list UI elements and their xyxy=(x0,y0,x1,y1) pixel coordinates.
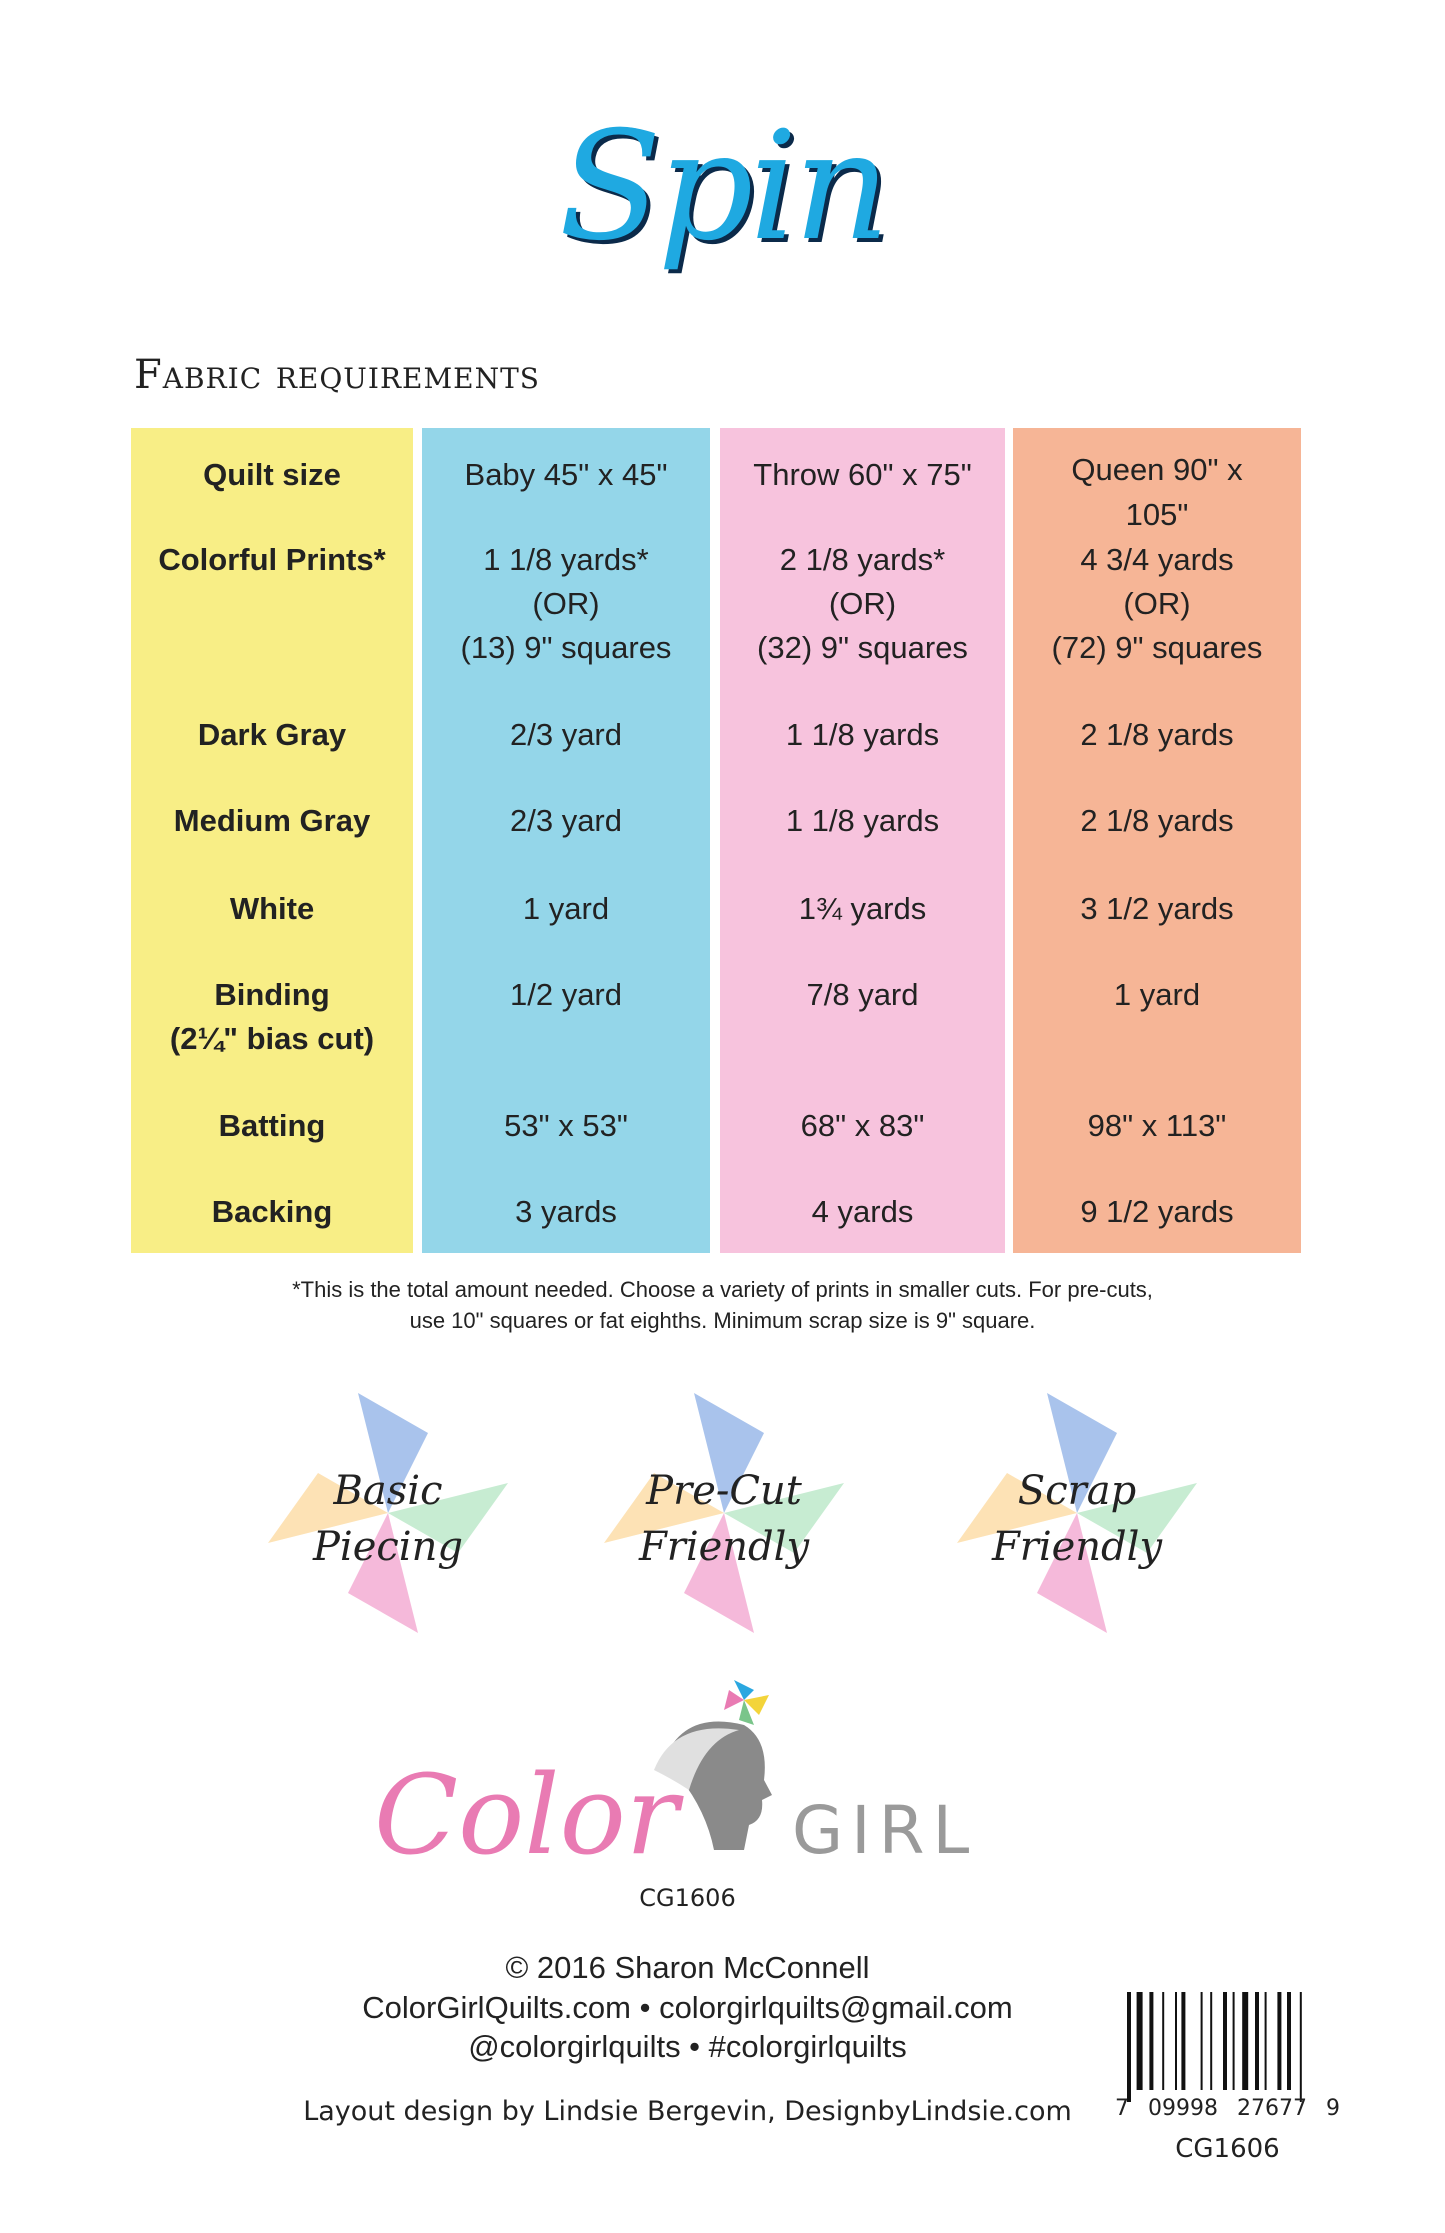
pinwheel-icon xyxy=(957,1393,1197,1633)
badge-basic-piecing: Basic Piecing xyxy=(268,1393,508,1633)
label-backing: Backing xyxy=(211,1194,333,1229)
website-email: ColorGirlQuilts.com • colorgirlquilts@gm… xyxy=(362,1990,1013,2025)
cell: 3 yards xyxy=(515,1194,617,1229)
badge-text: Pre-Cut xyxy=(646,1468,802,1514)
label-batting: Batting xyxy=(218,1108,326,1143)
badge-text: Friendly xyxy=(991,1524,1163,1570)
pinwheel-icon xyxy=(604,1393,844,1633)
cell: (32) 9" squares xyxy=(757,630,968,665)
girl-silhouette-icon xyxy=(654,1680,772,1850)
barcode-bar xyxy=(1232,1992,1235,2090)
cell: 3 1/2 yards xyxy=(1080,891,1234,926)
cell: (OR) xyxy=(828,586,897,621)
cell: Queen 90" x xyxy=(1071,452,1243,487)
barcode-digits: 27677 xyxy=(1237,2096,1307,2121)
barcode-digit: 7 xyxy=(1115,2096,1129,2121)
footnote-line: use 10" squares or fat eighths. Minimum … xyxy=(409,1308,1036,1333)
cell: (72) 9" squares xyxy=(1051,630,1263,665)
badge-text: Scrap xyxy=(1017,1468,1137,1514)
barcode-bar xyxy=(1149,1992,1154,2090)
label-quilt-size: Quilt size xyxy=(203,457,341,492)
cell: Throw 60" x 75" xyxy=(753,457,972,492)
cell: 4 3/4 yards xyxy=(1080,542,1234,577)
barcode-bar xyxy=(1127,1992,1131,2102)
cell: Baby 45" x 45" xyxy=(464,457,668,492)
label-medium-gray: Medium Gray xyxy=(173,803,371,838)
label-dark-gray: Dark Gray xyxy=(197,717,347,752)
cell: (OR) xyxy=(532,586,600,621)
barcode-bar xyxy=(1277,1992,1282,2090)
social-handles: @colorgirlquilts • #colorgirlquilts xyxy=(468,2029,907,2064)
copyright: © 2016 Sharon McConnell xyxy=(505,1950,870,1985)
pattern-title-logo: Spin xyxy=(558,100,890,274)
cell: 2/3 yard xyxy=(509,717,622,752)
cell: 9 1/2 yards xyxy=(1080,1194,1234,1229)
label-binding-note: (2¼" bias cut) xyxy=(169,1021,375,1056)
layout-credit: Layout design by Lindsie Bergevin, Desig… xyxy=(303,2096,1072,2127)
cell: 98" x 113" xyxy=(1087,1108,1227,1143)
badge-text: Piecing xyxy=(313,1524,463,1570)
labels-column: Quilt size Colorful Prints* Dark Gray Me… xyxy=(131,428,413,1253)
barcode-bar xyxy=(1255,1992,1259,2090)
barcode-bar xyxy=(1210,1992,1213,2090)
cell: 2/3 yard xyxy=(509,803,622,838)
throw-column: Throw 60" x 75" 2 1/8 yards* (OR) (32) 9… xyxy=(720,428,1005,1253)
cell: 1 1/8 yards xyxy=(785,717,940,752)
cell: 2 1/8 yards xyxy=(1080,717,1234,752)
cell: 68" x 83" xyxy=(800,1108,925,1143)
pattern-code: CG1606 xyxy=(639,1884,736,1912)
barcode-code: CG1606 xyxy=(1175,2134,1280,2164)
cell: 2 1/8 yards xyxy=(1080,803,1234,838)
cell: 53" x 53" xyxy=(504,1108,628,1143)
barcode-digits: 09998 xyxy=(1148,2096,1218,2121)
barcode-bar xyxy=(1242,1992,1249,2090)
badge-pre-cut-friendly: Pre-Cut Friendly xyxy=(604,1393,844,1633)
cell: 2 1/8 yards* xyxy=(779,542,946,577)
logo-color-text: Color xyxy=(374,1751,679,1879)
barcode-bar xyxy=(1223,1992,1227,2090)
cell: (13) 9" squares xyxy=(460,630,672,665)
label-colorful-prints: Colorful Prints* xyxy=(158,542,386,577)
barcode-bar xyxy=(1200,1992,1203,2090)
cell: 105" xyxy=(1125,497,1189,532)
barcode-bars-icon xyxy=(1127,1992,1302,2102)
label-white: White xyxy=(229,891,315,926)
cell: 1 1/8 yards* xyxy=(483,542,649,577)
barcode-bar xyxy=(1299,1992,1302,2102)
cell: 7/8 yard xyxy=(806,977,919,1012)
barcode-bar xyxy=(1175,1992,1177,2090)
badge-text: Friendly xyxy=(638,1524,810,1570)
color-girl-logo: Color GIRL xyxy=(374,1680,974,1900)
cell: 4 yards xyxy=(811,1194,914,1229)
cell: 1¾ yards xyxy=(798,891,927,926)
barcode-bar xyxy=(1287,1992,1291,2090)
section-heading: Fabric requirements xyxy=(134,352,540,398)
baby-column: Baby 45" x 45" 1 1/8 yards* (OR) (13) 9"… xyxy=(422,428,710,1253)
barcode-bar xyxy=(1264,1992,1267,2090)
cell: 1 yard xyxy=(522,891,610,926)
cell: 1 1/8 yards xyxy=(785,803,940,838)
cell: 1/2 yard xyxy=(509,977,622,1012)
barcode: 7 09998 27677 9 xyxy=(1115,1992,1340,2122)
barcode-bar xyxy=(1181,1992,1186,2090)
badge-scrap-friendly: Scrap Friendly xyxy=(957,1393,1197,1633)
cell: 1 yard xyxy=(1113,977,1201,1012)
queen-column: Queen 90" x 105" 4 3/4 yards (OR) (72) 9… xyxy=(1013,428,1301,1253)
logo-girl-text: GIRL xyxy=(792,1792,978,1869)
pinwheel-icon xyxy=(268,1393,508,1633)
cell: (OR) xyxy=(1123,586,1191,621)
footnote-line: *This is the total amount needed. Choose… xyxy=(292,1277,1153,1302)
badge-text: Basic xyxy=(333,1468,443,1514)
barcode-digit: 9 xyxy=(1326,2096,1340,2121)
barcode-bar xyxy=(1136,1992,1143,2090)
footnote: *This is the total amount needed. Choose… xyxy=(0,1274,1445,1336)
label-binding: Binding xyxy=(214,977,330,1012)
barcode-bar xyxy=(1162,1992,1165,2090)
